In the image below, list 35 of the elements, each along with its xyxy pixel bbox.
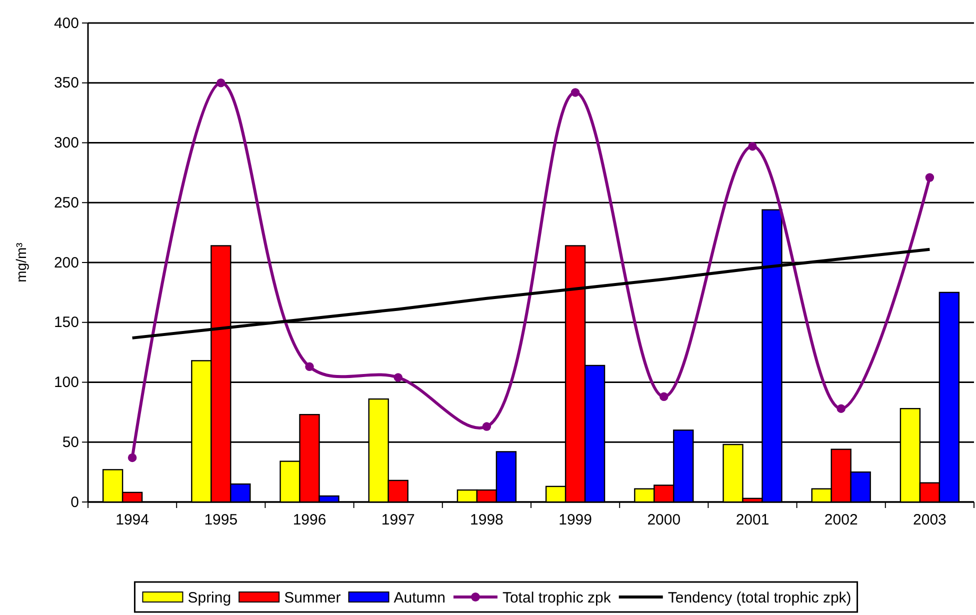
y-tick-label: 250 — [54, 194, 79, 212]
point — [394, 373, 402, 382]
x-tick-label: 1997 — [381, 512, 415, 529]
point — [660, 392, 668, 401]
x-tick-label: 1994 — [116, 512, 149, 529]
y-tick-label: 200 — [54, 254, 79, 272]
x-tick-label: 1995 — [204, 512, 238, 529]
x-tick-label: 2000 — [647, 512, 681, 529]
y-tick-label: 300 — [54, 134, 79, 152]
y-tick-label: 0 — [70, 494, 79, 511]
x-tick-label: 1998 — [470, 512, 504, 529]
y-tick-label: 150 — [54, 314, 79, 332]
legend-label: Tendency (total trophic zpk) — [668, 589, 852, 606]
y-axis-title: mg/m³ — [13, 242, 29, 282]
x-tick-label: 1999 — [558, 512, 592, 529]
point — [128, 453, 137, 462]
point — [748, 142, 757, 151]
x-tick-label: 2001 — [736, 512, 770, 529]
point — [570, 88, 580, 97]
x-tick-label: 1996 — [292, 512, 326, 529]
y-tick-label: 350 — [54, 74, 79, 92]
point — [836, 404, 846, 413]
y-tick-label: 100 — [54, 374, 79, 392]
legend-label: Total trophic zpk — [502, 589, 612, 606]
y-tick-label: 50 — [62, 434, 79, 451]
point — [216, 78, 226, 88]
point — [482, 422, 492, 431]
point — [925, 173, 934, 182]
legend-label: Autumn — [394, 589, 446, 606]
legend-label: Summer — [284, 589, 341, 606]
y-tick-label: 400 — [54, 14, 79, 32]
x-tick-label: 2003 — [913, 512, 946, 529]
legend-label: Spring — [188, 589, 232, 606]
point — [305, 362, 314, 372]
x-tick-label: 2002 — [824, 512, 858, 529]
